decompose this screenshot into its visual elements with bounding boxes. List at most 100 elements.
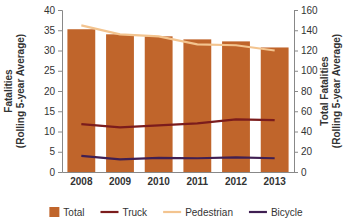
tick: 2013 [264,172,287,187]
legend-item: Pedestrian [163,207,233,218]
y2-axis: 0 20 40 60 80 100 120 140 160 [294,5,318,178]
axis-title-line: Total Fatalities [319,56,330,126]
tick: 2010 [148,172,171,187]
tick-mark [58,152,62,153]
axis-title-line: (Rolling 5-year Average) [331,34,342,148]
tick-label: 2009 [109,176,132,187]
tick: 120 [294,45,318,56]
legend-label: Bicycle [271,207,303,218]
tick-mark [294,91,298,92]
tick-label: 0 [301,167,307,178]
legend-swatch [163,211,181,213]
tick: 140 [294,25,318,36]
tick-label: 5 [49,146,55,157]
tick-label: 120 [301,45,318,56]
tick-label: 140 [301,25,318,36]
tick: 2009 [109,172,132,187]
tick-label: 80 [301,86,313,97]
tick: 2012 [225,172,248,187]
tick: 100 [294,65,318,76]
legend-swatch [49,207,59,217]
tick: 20 [294,146,313,157]
legend-label: Truck [122,207,148,218]
tick: 0 [49,167,62,178]
tick-mark [58,71,62,72]
tick-mark [294,10,298,11]
axis-line [295,11,299,173]
legend-label: Pedestrian [185,207,233,218]
axis-line [58,11,63,173]
tick-mark [58,51,62,52]
tick-label: 160 [301,5,318,16]
tick: 0 [294,167,307,178]
bar [145,36,173,172]
tick-mark [58,111,62,112]
bar [222,41,250,172]
marks [67,25,288,172]
tick: 10 [44,126,62,137]
tick: 40 [294,126,313,137]
legend-item: Bicycle [249,207,303,218]
x-axis: 2008 2009 2010 2011 2012 2013 [63,172,295,187]
tick: 35 [44,25,62,36]
axis-line [63,172,295,173]
tick-mark [294,51,298,52]
plot: 0 5 10 15 20 25 30 35 40 0 20 40 60 80 100 120 140 160 200… [44,5,318,187]
tick-label: 2010 [148,176,171,187]
bar [106,34,134,172]
tick-mark [294,132,298,133]
tick-label: 30 [44,45,56,56]
tick-label: 2011 [186,176,208,187]
tick-label: 15 [44,106,56,117]
axis-title-line: Fatalities [3,69,14,113]
line [81,119,274,127]
tick: 80 [294,86,313,97]
legend-item: Total [49,207,84,218]
tick-mark [294,172,298,173]
tick: 25 [44,65,62,76]
tick: 20 [44,86,62,97]
tick: 30 [44,45,62,56]
tick-label: 20 [44,86,56,97]
tick-label: 35 [44,25,56,36]
line [81,156,274,160]
tick: 2008 [70,172,93,187]
tick: 40 [44,5,62,16]
chart: 0 5 10 15 20 25 30 35 40 0 20 40 60 80 100 120 140 160 200… [0,0,352,224]
tick-mark [294,152,298,153]
tick-label: 10 [44,126,56,137]
tick-mark [294,71,298,72]
tick: 15 [44,106,62,117]
line [81,25,274,50]
legend-item: Truck [100,207,148,218]
tick-mark [58,10,62,11]
bar [183,39,211,172]
tick-label: 100 [301,65,318,76]
tick-mark [58,172,62,173]
tick-label: 2013 [264,176,287,187]
tick: 60 [294,106,313,117]
legend-label: Total [63,207,84,218]
tick: 160 [294,5,318,16]
tick-label: 20 [301,146,313,157]
tick-mark [294,30,298,31]
tick-label: 40 [44,5,56,16]
tick-label: 40 [301,126,313,137]
tick-mark [58,30,62,31]
tick: 2011 [186,172,208,187]
y-axis: 0 5 10 15 20 25 30 35 40 [44,5,63,178]
tick-label: 60 [301,106,313,117]
axis-title-line: (Rolling 5-year Average) [15,34,26,148]
legend-swatch [249,211,267,213]
tick-label: 2008 [70,176,93,187]
bar [67,29,95,172]
tick-mark [294,111,298,112]
axis-title: Total Fatalities(Rolling 5-year Average) [319,34,342,148]
tick-mark [58,132,62,133]
bar [261,47,289,172]
tick-label: 2012 [225,176,248,187]
tick-label: 0 [49,167,55,178]
tick: 5 [49,146,62,157]
axis-title: Fatalities(Rolling 5-year Average) [3,34,26,148]
legend-swatch [100,211,118,213]
